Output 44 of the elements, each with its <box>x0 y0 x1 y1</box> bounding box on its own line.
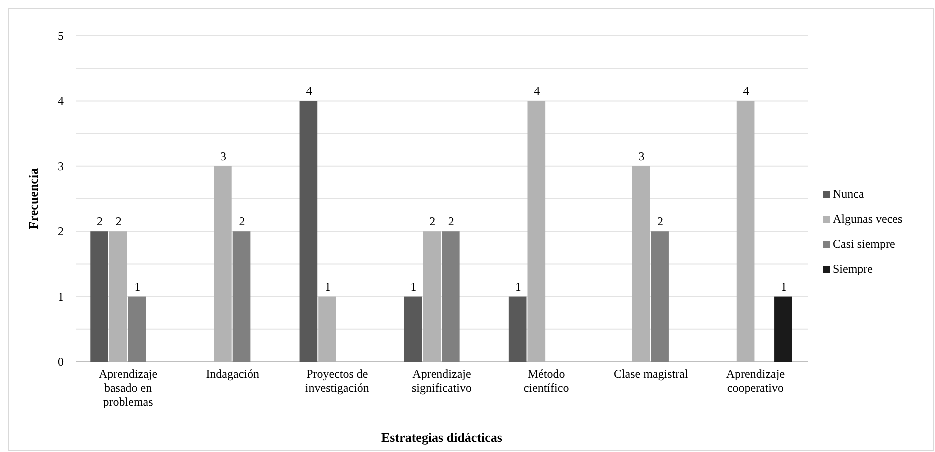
legend-label: Casi siempre <box>833 237 896 251</box>
data-label: 4 <box>743 84 750 98</box>
y-tick-label: 2 <box>58 224 64 239</box>
bar <box>651 232 669 362</box>
data-label: 3 <box>220 149 226 164</box>
y-tick-label: 1 <box>58 290 64 304</box>
legend-label: Nunca <box>833 187 865 201</box>
x-tick-label: Aprendizaje cooperativo <box>726 367 786 395</box>
y-tick-label: 4 <box>58 94 64 108</box>
data-label: 1 <box>515 280 522 294</box>
data-label: 1 <box>780 280 787 294</box>
legend-label: Siempre <box>833 262 873 276</box>
y-tick-label: 5 <box>58 29 64 43</box>
bar <box>232 232 251 362</box>
data-label: 1 <box>325 280 332 294</box>
data-label: 4 <box>306 84 312 98</box>
bar <box>442 232 460 362</box>
legend-label: Algunas veces <box>833 212 903 226</box>
x-tick-label: Aprendizaje basado en problemas <box>98 367 158 409</box>
x-axis-title: Estrategias didácticas <box>382 430 502 445</box>
bar <box>404 296 422 362</box>
data-label: 2 <box>448 214 454 229</box>
data-label: 1 <box>134 280 141 294</box>
bar <box>774 296 792 362</box>
x-tick-label: Método científico <box>524 367 570 395</box>
bar <box>300 101 318 362</box>
data-label: 2 <box>116 214 122 229</box>
data-label: 2 <box>658 214 664 229</box>
bar <box>508 296 527 362</box>
data-label: 2 <box>97 214 104 229</box>
bar <box>128 296 146 362</box>
x-tick-label: Aprendizaje significativo <box>412 367 472 395</box>
data-label: 1 <box>410 280 417 294</box>
data-label: 3 <box>638 149 645 164</box>
y-tick-label: 0 <box>58 355 64 369</box>
x-tick-label: Proyectos de investigación <box>305 367 370 395</box>
bar <box>90 232 108 362</box>
y-tick-label: 3 <box>58 159 64 174</box>
y-axis-title: Frecuencia <box>26 168 41 230</box>
data-label: 4 <box>534 84 540 98</box>
data-label: 2 <box>430 214 436 229</box>
x-tick-label: Indagación <box>206 367 260 381</box>
x-tick-label: Clase magistral <box>614 367 689 381</box>
data-label: 2 <box>239 214 246 229</box>
